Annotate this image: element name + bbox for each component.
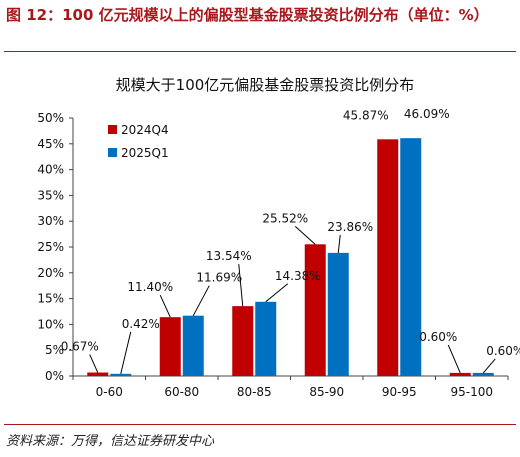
bar-2025Q1-80-85 [255, 301, 277, 376]
leader-line [120, 331, 132, 374]
y-tick-label: 10% [37, 317, 64, 331]
legend-label: 2024Q4 [121, 123, 169, 137]
figure-title: 图 12：100 亿元规模以上的偏股型基金股票投资比例分布（单位：%） [6, 6, 489, 24]
data-label: 0.42% [122, 317, 160, 331]
y-tick-label: 25% [37, 240, 64, 254]
data-labels: 0.67% 11.40% 13.54% 25.52% 45.87% 0.60% 0.42% 1… [61, 107, 520, 358]
data-label: 0.60% [486, 344, 520, 358]
leader-line [294, 225, 316, 245]
title-divider [4, 51, 516, 52]
y-tick-label: 15% [37, 292, 64, 306]
chart-bars [87, 138, 494, 376]
bar-2024Q4-0-60 [87, 372, 109, 376]
x-category-label: 95-100 [450, 385, 493, 399]
x-category-label: 90-95 [382, 385, 417, 399]
data-label: 25.52% [262, 211, 308, 225]
y-tick-label: 50% [37, 111, 64, 125]
data-label: 13.54% [206, 249, 252, 263]
source-divider [4, 424, 516, 425]
data-label: 11.40% [127, 280, 173, 294]
bar-2024Q4-60-80 [159, 317, 181, 376]
y-axis-ticks: 0% 5% 10% 15% 20% 25% 30% 35% 40% 45% 50% [37, 111, 73, 383]
y-tick-label: 45% [37, 137, 64, 151]
x-category-label: 80-85 [237, 385, 272, 399]
data-label: 11.69% [196, 271, 242, 285]
leader-line [159, 294, 171, 318]
bar-2024Q4-80-85 [232, 306, 254, 376]
y-tick-label: 20% [37, 266, 64, 280]
data-label: 46.09% [404, 107, 450, 121]
bar-2024Q4-95-100 [449, 372, 471, 376]
bar-2025Q1-60-80 [182, 315, 204, 376]
bar-2025Q1-85-90 [327, 252, 349, 376]
leader-line [238, 264, 244, 307]
data-label: 23.86% [327, 220, 373, 234]
y-tick-label: 0% [45, 369, 64, 383]
leader-line [192, 285, 210, 316]
leader-line [447, 344, 461, 374]
leader-line [337, 234, 341, 253]
data-label: 0.67% [61, 340, 99, 354]
leader-line [89, 354, 99, 373]
data-label: 14.38% [275, 269, 321, 283]
source-note: 资料来源：万得，信达证券研发中心 [6, 434, 215, 449]
y-tick-label: 30% [37, 214, 64, 228]
data-label: 45.87% [343, 108, 389, 122]
y-tick-label: 35% [37, 188, 64, 202]
leader-line [482, 358, 496, 374]
y-tick-label: 5% [45, 343, 64, 357]
bar-2025Q1-0-60 [110, 373, 132, 376]
label-leader-lines [89, 225, 496, 374]
legend-label: 2025Q1 [121, 146, 169, 160]
x-category-label: 60-80 [164, 385, 199, 399]
x-category-label: 0-60 [96, 385, 123, 399]
chart-legend: 2024Q4 2025Q1 [108, 123, 169, 160]
bar-2024Q4-90-95 [377, 139, 399, 376]
bar-2024Q4-85-90 [304, 244, 326, 376]
legend-swatch-2024Q4 [108, 125, 117, 134]
y-tick-label: 40% [37, 163, 64, 177]
bar-2025Q1-90-95 [400, 138, 422, 376]
leader-line [265, 283, 289, 303]
x-axis-categories: 0-60 60-80 80-85 85-90 90-95 95-100 [72, 376, 509, 399]
x-category-label: 85-90 [309, 385, 344, 399]
chart-title: 规模大于100亿元偏股基金股票投资比例分布 [116, 76, 415, 94]
data-label: 0.60% [419, 330, 457, 344]
legend-swatch-2025Q1 [108, 148, 117, 157]
bar-2025Q1-95-100 [472, 372, 494, 376]
